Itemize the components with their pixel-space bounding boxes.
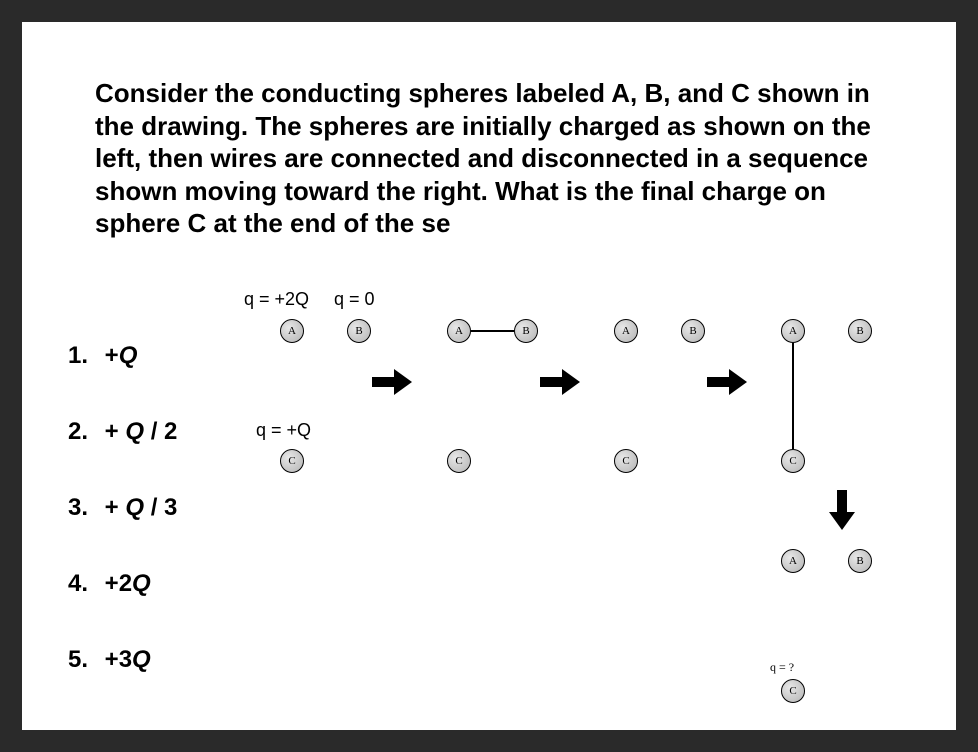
sphere-a-3: A [781, 319, 805, 343]
sphere-a-0: A [280, 319, 304, 343]
sphere-b-3: B [848, 319, 872, 343]
sphere-b-4: B [848, 549, 872, 573]
sphere-diagram: A B C A B C A B C A B C A B Cq = +2Q q = 0 q = +Q q = ? [22, 22, 956, 730]
sphere-a-2: A [614, 319, 638, 343]
slide: Consider the conducting spheres labeled … [22, 22, 956, 730]
sphere-a-1: A [447, 319, 471, 343]
sphere-b-0: B [347, 319, 371, 343]
presentation-frame: Consider the conducting spheres labeled … [0, 0, 978, 752]
sphere-c-0: C [280, 449, 304, 473]
charge-label-c: q = +Q [256, 420, 311, 441]
sphere-c-4: C [781, 679, 805, 703]
charge-label-b: q = 0 [334, 289, 375, 310]
wire [792, 343, 794, 449]
sphere-b-1: B [514, 319, 538, 343]
wire [471, 330, 514, 332]
sphere-a-4: A [781, 549, 805, 573]
sphere-c-1: C [447, 449, 471, 473]
charge-label-a: q = +2Q [244, 289, 309, 310]
sphere-b-2: B [681, 319, 705, 343]
sphere-c-2: C [614, 449, 638, 473]
sphere-c-3: C [781, 449, 805, 473]
charge-label-final: q = ? [770, 660, 794, 675]
